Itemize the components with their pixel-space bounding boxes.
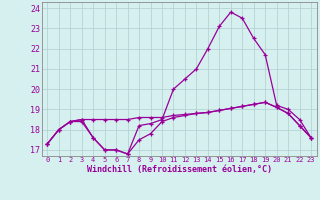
X-axis label: Windchill (Refroidissement éolien,°C): Windchill (Refroidissement éolien,°C) bbox=[87, 165, 272, 174]
